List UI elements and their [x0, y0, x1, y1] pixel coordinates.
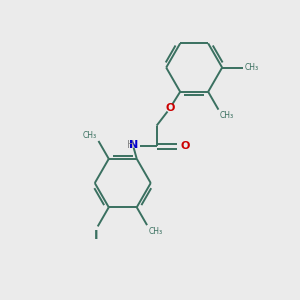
Text: CH₃: CH₃ [244, 63, 258, 72]
Text: N: N [129, 140, 138, 150]
Text: CH₃: CH₃ [148, 226, 163, 236]
Text: I: I [94, 230, 98, 242]
Text: H: H [127, 140, 134, 150]
Text: CH₃: CH₃ [220, 111, 234, 120]
Text: O: O [181, 141, 190, 151]
Text: CH₃: CH₃ [83, 130, 97, 140]
Text: O: O [165, 103, 175, 113]
